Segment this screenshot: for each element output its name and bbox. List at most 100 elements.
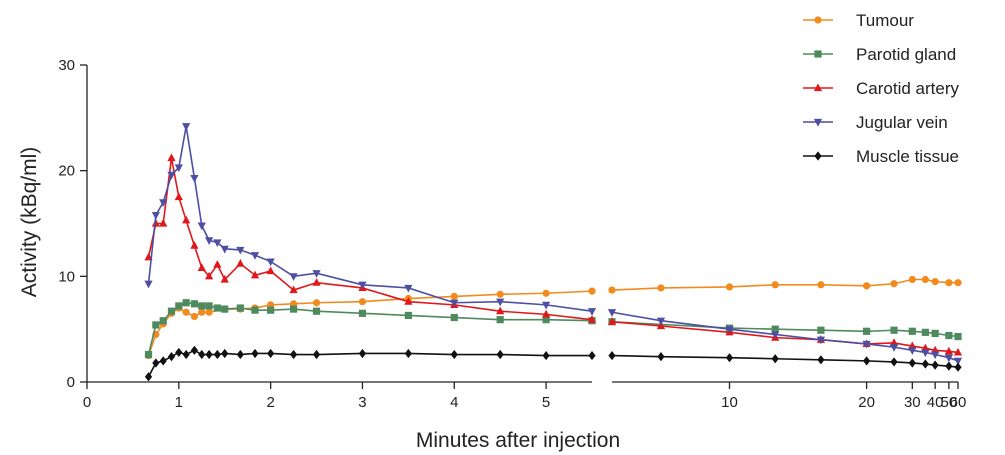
data-point-muscle-tissue xyxy=(863,356,871,366)
data-point-tumour xyxy=(450,292,458,301)
data-point-muscle-tissue xyxy=(198,349,206,360)
data-point-jugular-vein xyxy=(159,199,168,207)
data-point-muscle-tissue xyxy=(190,345,199,355)
data-point-carotid-artery xyxy=(953,347,963,356)
data-point-jugular-vein xyxy=(889,344,899,352)
data-point-carotid-artery xyxy=(312,278,321,286)
data-point-tumour xyxy=(312,299,321,307)
series-carotid-artery xyxy=(144,153,963,356)
legend-item-jugular-vein: Jugular vein xyxy=(803,113,948,132)
data-point-muscle-tissue xyxy=(588,350,596,361)
data-point-muscle-tissue xyxy=(945,361,953,371)
legend-marker xyxy=(814,50,822,58)
data-point-tumour xyxy=(817,281,825,289)
series-tumour xyxy=(144,275,962,360)
data-point-jugular-vein xyxy=(182,123,191,131)
data-point-carotid-artery xyxy=(289,285,298,294)
data-point-jugular-vein xyxy=(931,351,940,360)
data-point-muscle-tissue xyxy=(267,348,275,359)
legend-item-tumour: Tumour xyxy=(803,11,914,30)
data-point-jugular-vein xyxy=(312,270,321,278)
data-point-carotid-artery xyxy=(205,271,214,280)
x-tick-label: 5 xyxy=(542,394,550,411)
series-line-tumour-1 xyxy=(147,290,593,356)
series-line-carotid-artery-1 xyxy=(147,157,593,321)
data-point-muscle-tissue xyxy=(159,356,167,366)
data-point-carotid-artery xyxy=(404,297,413,305)
x-tick-label: 30 xyxy=(904,394,921,411)
y-tick-label: 10 xyxy=(58,268,75,285)
data-point-parotid-gland xyxy=(182,299,190,307)
data-point-jugular-vein xyxy=(450,299,459,308)
legend-label: Parotid gland xyxy=(856,45,956,64)
data-point-muscle-tissue xyxy=(289,349,298,360)
data-point-carotid-artery xyxy=(190,241,199,249)
legend-item-carotid-artery: Carotid artery xyxy=(803,79,959,98)
data-point-tumour xyxy=(954,279,962,287)
x-tick-label: 20 xyxy=(858,394,875,411)
data-point-tumour xyxy=(725,283,734,291)
data-point-parotid-gland xyxy=(945,331,953,340)
data-point-jugular-vein xyxy=(908,347,917,355)
data-point-carotid-artery xyxy=(587,315,597,323)
x-tick-label: 50 xyxy=(941,394,958,411)
legend-item-parotid-gland: Parotid gland xyxy=(803,45,956,64)
data-point-tumour xyxy=(182,308,190,316)
legend-label: Jugular vein xyxy=(856,113,948,132)
legend-marker xyxy=(813,83,823,92)
data-point-carotid-artery xyxy=(607,317,617,325)
y-tick-label: 20 xyxy=(58,163,75,180)
data-point-jugular-vein xyxy=(771,331,780,340)
data-point-jugular-vein xyxy=(174,164,183,173)
x-axis-title: Minutes after injection xyxy=(416,429,620,452)
data-point-muscle-tissue xyxy=(358,348,367,359)
data-point-tumour xyxy=(931,278,939,286)
x-tick-label: 40 xyxy=(927,394,944,411)
data-point-parotid-gland xyxy=(221,305,229,313)
data-point-parotid-gland xyxy=(205,302,213,310)
data-point-muscle-tissue xyxy=(931,360,939,370)
data-point-parotid-gland xyxy=(908,327,916,335)
x-tick-label: 10 xyxy=(721,394,738,411)
data-point-carotid-artery xyxy=(159,218,168,227)
data-point-parotid-gland xyxy=(312,307,321,315)
data-point-muscle-tissue xyxy=(213,349,221,360)
data-point-carotid-artery xyxy=(541,309,551,318)
legend: Tumour Parotid gland Carotid artery Jugular… xyxy=(803,11,959,166)
data-point-parotid-gland xyxy=(251,306,259,314)
data-point-tumour xyxy=(771,281,779,289)
data-point-carotid-artery xyxy=(182,215,191,224)
x-tick-label: 60 xyxy=(950,394,967,411)
data-point-carotid-artery xyxy=(944,346,953,355)
data-point-muscle-tissue xyxy=(205,349,213,360)
legend-marker xyxy=(814,151,822,161)
data-point-jugular-vein xyxy=(144,280,153,289)
data-point-parotid-gland xyxy=(236,304,244,312)
data-point-carotid-artery xyxy=(197,263,206,271)
series-line-parotid-gland-1 xyxy=(147,301,593,355)
data-point-tumour xyxy=(945,279,953,287)
data-point-jugular-vein xyxy=(816,336,826,345)
data-point-jugular-vein xyxy=(607,309,617,317)
data-point-parotid-gland xyxy=(213,304,221,312)
data-point-muscle-tissue xyxy=(542,350,550,361)
series-line-carotid-artery-2 xyxy=(611,320,959,354)
data-point-muscle-tissue xyxy=(450,349,458,360)
data-point-jugular-vein xyxy=(167,171,176,180)
data-point-parotid-gland xyxy=(190,300,199,308)
data-point-tumour xyxy=(863,282,871,290)
data-point-parotid-gland xyxy=(404,311,412,320)
series-line-jugular-vein-2 xyxy=(611,311,959,362)
y-tick-label: 0 xyxy=(67,374,75,391)
data-point-carotid-artery xyxy=(220,274,229,283)
x-tick-label: 0 xyxy=(83,394,91,411)
x-tick-label: 2 xyxy=(266,394,274,411)
data-point-parotid-gland xyxy=(358,309,367,317)
data-point-jugular-vein xyxy=(358,281,367,290)
data-point-muscle-tissue xyxy=(152,358,160,368)
legend-label: Muscle tissue xyxy=(856,147,959,166)
series-line-muscle-tissue-1 xyxy=(147,349,592,378)
data-point-parotid-gland xyxy=(863,327,871,335)
data-point-carotid-artery xyxy=(236,259,245,267)
